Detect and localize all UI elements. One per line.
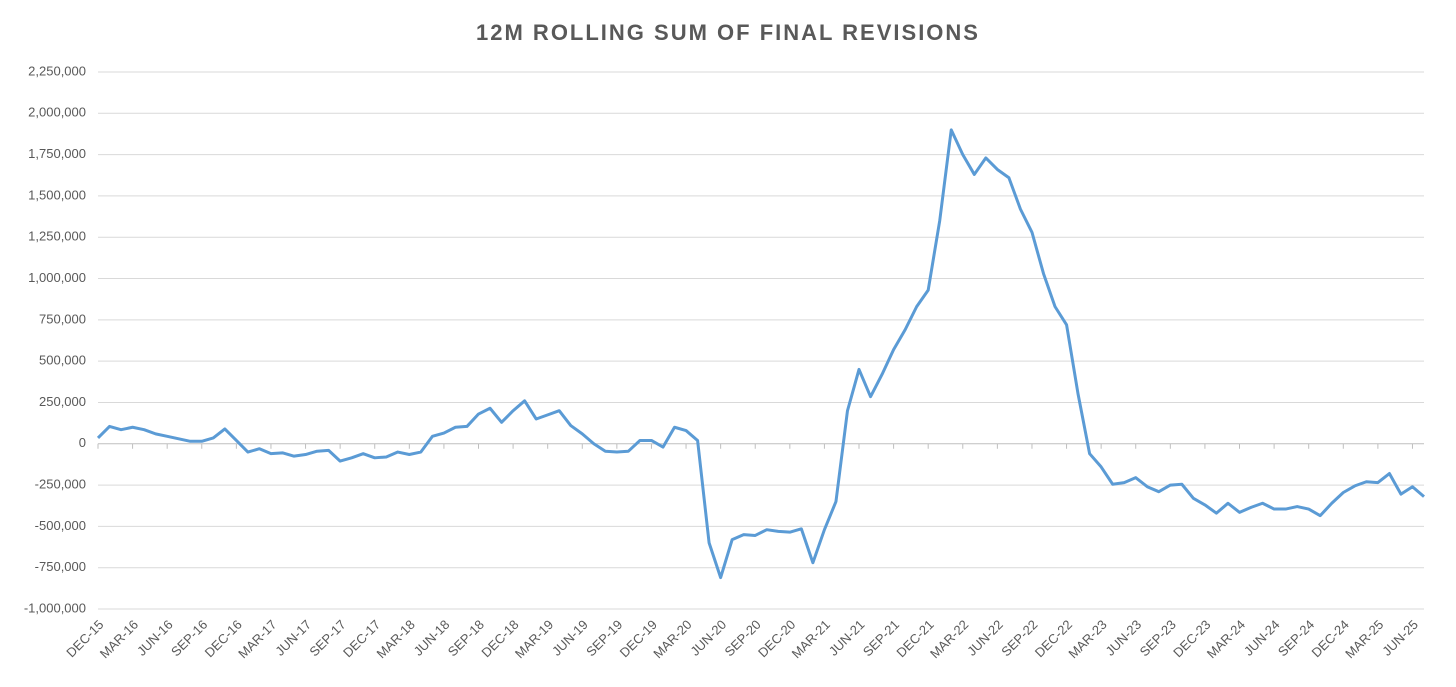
x-tick-label: JUN-21 [826, 617, 868, 659]
x-tick-label: MAR-21 [789, 617, 833, 661]
x-tick-label: MAR-23 [1065, 617, 1109, 661]
y-tick-label: -250,000 [35, 477, 86, 492]
y-tick-label: 1,250,000 [28, 229, 86, 244]
x-tick-label: MAR-24 [1204, 617, 1248, 661]
x-tick-label: JUN-20 [687, 617, 729, 659]
x-tick-label: JUN-23 [1103, 617, 1145, 659]
data-line [96, 128, 1425, 580]
y-tick-label: 0 [79, 435, 86, 450]
y-tick-label: 1,000,000 [28, 270, 86, 285]
x-tick-label: JUN-19 [549, 617, 591, 659]
x-tick-label: MAR-19 [512, 617, 556, 661]
y-tick-label: 1,750,000 [28, 146, 86, 161]
x-tick-label: MAR-16 [97, 617, 141, 661]
y-tick-label: -750,000 [35, 559, 86, 574]
x-tick-label: JUN-18 [411, 617, 453, 659]
x-tick-label: MAR-18 [374, 617, 418, 661]
x-tick-label: MAR-22 [927, 617, 971, 661]
y-tick-label: 1,500,000 [28, 187, 86, 202]
x-tick-label: JUN-17 [272, 617, 314, 659]
y-tick-label: -1,000,000 [24, 600, 86, 615]
y-tick-label: -500,000 [35, 518, 86, 533]
chart-title: 12M ROLLING SUM OF FINAL REVISIONS [476, 20, 980, 45]
x-tick-label: JUN-22 [964, 617, 1006, 659]
x-tick-label: JUN-25 [1379, 617, 1421, 659]
y-tick-label: 2,250,000 [28, 63, 86, 78]
y-tick-label: 250,000 [39, 394, 86, 409]
x-tick-label: MAR-17 [235, 617, 279, 661]
x-tick-label: JUN-16 [134, 617, 176, 659]
y-tick-label: 2,000,000 [28, 105, 86, 120]
x-tick-label: MAR-20 [650, 617, 694, 661]
y-tick-label: 500,000 [39, 353, 86, 368]
x-tick-label: JUN-24 [1241, 617, 1283, 659]
x-tick-label: MAR-25 [1342, 617, 1386, 661]
y-tick-label: 750,000 [39, 311, 86, 326]
